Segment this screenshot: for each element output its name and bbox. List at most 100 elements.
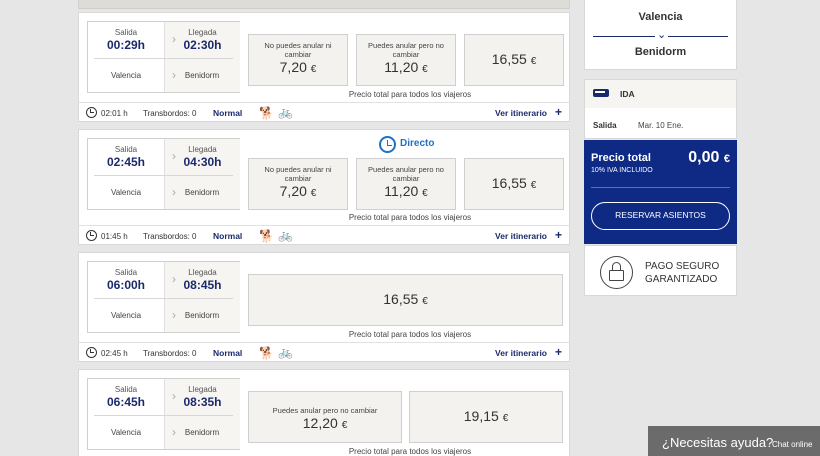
- class-link[interactable]: Normal: [213, 348, 243, 358]
- reserve-seats-button[interactable]: RESERVAR ASIENTOS: [591, 202, 730, 230]
- secure-line-1: PAGO SEGURO: [645, 261, 720, 272]
- destination-city: Benidorm: [184, 428, 220, 437]
- chevron-right-icon: ›: [172, 149, 176, 163]
- previous-card-edge: [78, 0, 570, 9]
- duration: 02:01 h: [101, 109, 128, 118]
- bike-icon: 🚲: [278, 345, 293, 359]
- total-price-note: Precio total para todos los viajeros: [348, 213, 472, 222]
- time-box: Salida 06:00h Llegada 08:45h › › Valenci…: [87, 261, 240, 333]
- journey-card: Directo Salida 02:45h Llegada 04:30h › ›…: [78, 129, 570, 245]
- lock-icon: [600, 256, 633, 289]
- departure-time: 06:00h: [106, 278, 146, 292]
- help-chat-button[interactable]: ¿Necesitas ayuda? Chat online: [648, 426, 820, 456]
- departure-label: Salida: [114, 385, 138, 394]
- fare-conditions: Puedes anular pero no cambiar: [368, 165, 444, 183]
- journey-card: Salida 00:29h Llegada 02:30h › › Valenci…: [78, 12, 570, 122]
- card-footer: 02:45 h Transbordos: 0 Normal 🐕 🚲 Ver it…: [79, 342, 569, 362]
- plus-icon[interactable]: +: [554, 228, 562, 242]
- fare-conditions: No puedes anular ni cambiar: [264, 165, 332, 183]
- arrival-label: Llegada: [188, 268, 217, 277]
- departure-label: Salida: [114, 28, 138, 37]
- fare-option[interactable]: Puedes anular pero no cambiar 11,20 €: [356, 34, 456, 86]
- journey-card: Salida 06:00h Llegada 08:45h › › Valenci…: [78, 252, 570, 362]
- plus-icon[interactable]: +: [554, 345, 562, 359]
- route-summary: Valencia ⌄ Benidorm: [584, 0, 737, 70]
- time-box: Salida 06:45h Llegada 08:35h › › Valenci…: [87, 378, 240, 450]
- departure-label: Salida: [593, 121, 617, 130]
- chevron-right-icon: ›: [172, 185, 176, 199]
- route-destination: Benidorm: [634, 46, 687, 58]
- trip-summary: IDA Salida Mar. 10 Ene.: [584, 79, 737, 139]
- total-price-note: Precio total para todos los viajeros: [348, 447, 472, 456]
- fare-price: 7,20: [279, 183, 307, 199]
- fare-price: 11,20: [384, 183, 419, 199]
- fare-conditions: Puedes anular pero no cambiar: [368, 41, 444, 59]
- total-price-value: 0,00 €: [688, 149, 730, 166]
- fare-option[interactable]: 16,55 €: [248, 274, 563, 326]
- chat-label: Chat online: [772, 440, 813, 449]
- bike-icon: 🚲: [278, 105, 293, 119]
- origin-city: Valencia: [110, 71, 142, 80]
- fare-price: 11,20: [384, 59, 419, 75]
- fare-option[interactable]: 16,55 €: [464, 34, 564, 86]
- chevron-right-icon: ›: [172, 32, 176, 46]
- origin-city: Valencia: [110, 311, 142, 320]
- fare-option[interactable]: No puedes anular ni cambiar 7,20 €: [248, 34, 348, 86]
- dog-icon: 🐕: [259, 106, 274, 120]
- total-price-label: Precio total: [591, 152, 651, 164]
- departure-time: 00:29h: [106, 38, 146, 52]
- fare-option[interactable]: Puedes anular pero no cambiar 12,20 €: [248, 391, 402, 443]
- itinerary-link[interactable]: Ver itinerario: [495, 231, 547, 241]
- plus-icon[interactable]: +: [554, 105, 562, 119]
- departure-date: Mar. 10 Ene.: [638, 121, 684, 130]
- card-footer: 01:45 h Transbordos: 0 Normal 🐕 🚲 Ver it…: [79, 225, 569, 245]
- price-panel: Precio total 10% IVA INCLUIDO 0,00 € RES…: [584, 140, 737, 244]
- destination-city: Benidorm: [184, 188, 220, 197]
- departure-time: 02:45h: [106, 155, 146, 169]
- fare-option[interactable]: Puedes anular pero no cambiar 11,20 €: [356, 158, 456, 210]
- fare-price: 16,55: [383, 291, 419, 307]
- fare-price: 7,20: [279, 59, 307, 75]
- fare-option[interactable]: 19,15 €: [409, 391, 563, 443]
- route-origin: Valencia: [638, 11, 683, 23]
- dog-icon: 🐕: [259, 346, 274, 360]
- bus-icon: [593, 89, 609, 97]
- arrival-time: 08:35h: [183, 395, 222, 409]
- dog-icon: 🐕: [259, 229, 274, 243]
- help-text: ¿Necesitas ayuda?: [662, 435, 774, 450]
- arrival-time: 04:30h: [183, 155, 222, 169]
- chevron-right-icon: ›: [172, 425, 176, 439]
- journey-card: Salida 06:45h Llegada 08:35h › › Valenci…: [78, 369, 570, 456]
- arrival-label: Llegada: [188, 28, 217, 37]
- secure-line-2: GARANTIZADO: [645, 274, 718, 285]
- clock-icon: [86, 230, 97, 241]
- secure-payment: PAGO SEGURO GARANTIZADO: [584, 245, 737, 296]
- duration: 01:45 h: [101, 232, 128, 241]
- departure-time: 06:45h: [106, 395, 146, 409]
- time-box: Salida 02:45h Llegada 04:30h › › Valenci…: [87, 138, 240, 210]
- chevron-right-icon: ›: [172, 272, 176, 286]
- fare-price: 12,20: [302, 415, 338, 431]
- destination-city: Benidorm: [184, 71, 220, 80]
- fare-conditions: No puedes anular ni cambiar: [264, 41, 332, 59]
- itinerary-link[interactable]: Ver itinerario: [495, 108, 547, 118]
- transfers: Transbordos: 0: [143, 109, 197, 118]
- chevron-right-icon: ›: [172, 389, 176, 403]
- arrival-time: 08:45h: [183, 278, 222, 292]
- departure-label: Salida: [114, 268, 138, 277]
- chevron-down-icon: ⌄: [655, 28, 669, 41]
- clock-icon: [86, 107, 97, 118]
- fare-option[interactable]: 16,55 €: [464, 158, 564, 210]
- arrival-label: Llegada: [188, 145, 217, 154]
- fare-option[interactable]: No puedes anular ni cambiar 7,20 €: [248, 158, 348, 210]
- class-link[interactable]: Normal: [213, 231, 243, 241]
- fare-price: 19,15: [463, 408, 499, 424]
- itinerary-link[interactable]: Ver itinerario: [495, 348, 547, 358]
- transfers: Transbordos: 0: [143, 232, 197, 241]
- origin-city: Valencia: [110, 188, 142, 197]
- class-link[interactable]: Normal: [213, 108, 243, 118]
- fare-price: 16,55: [491, 175, 527, 191]
- time-box: Salida 00:29h Llegada 02:30h › › Valenci…: [87, 21, 240, 93]
- fare-conditions: Puedes anular pero no cambiar: [272, 406, 378, 415]
- chevron-right-icon: ›: [172, 308, 176, 322]
